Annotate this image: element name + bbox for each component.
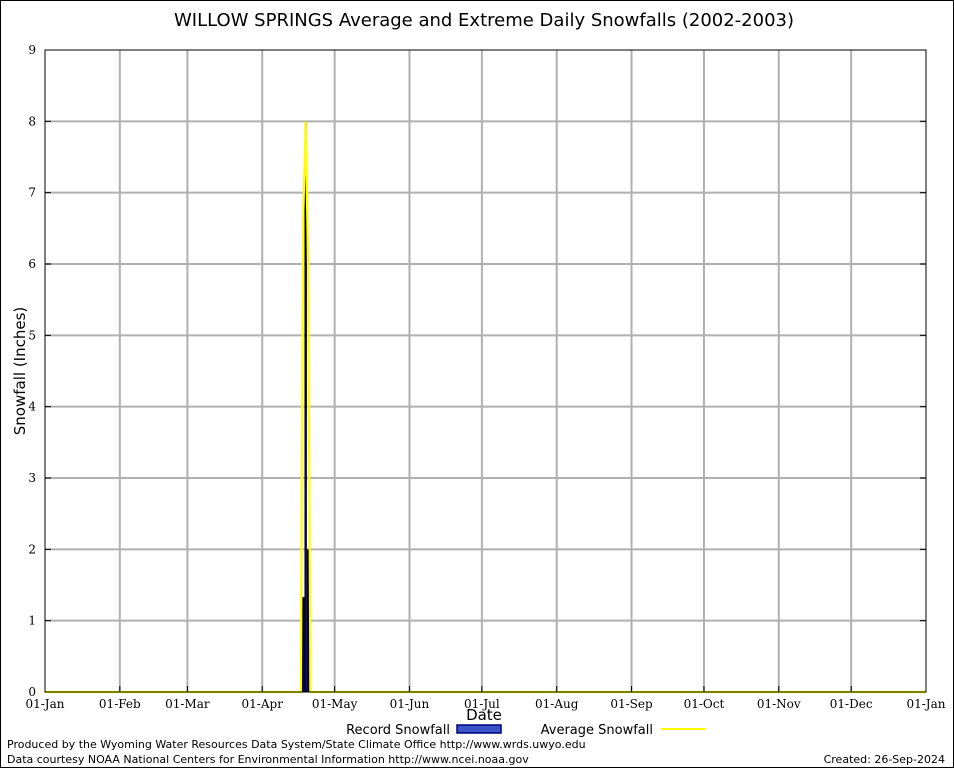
- y-tick-label: 7: [28, 186, 36, 200]
- record-snowfall-bar-fill: [305, 406, 307, 692]
- x-tick-label: 01-Jul: [464, 697, 500, 711]
- y-tick-label: 8: [28, 114, 36, 128]
- x-tick-label: 01-Sep: [610, 697, 653, 711]
- y-tick-label: 1: [28, 614, 36, 628]
- y-tick-label: 6: [28, 257, 36, 271]
- chart-title: WILLOW SPRINGS Average and Extreme Daily…: [174, 10, 794, 31]
- x-tick-label: 01-Jan: [25, 697, 64, 711]
- footer-produced-by: Produced by the Wyoming Water Resources …: [7, 738, 586, 751]
- y-tick-label: 3: [28, 471, 36, 485]
- x-axis-label: Date: [466, 706, 502, 724]
- footer-created: Created: 26-Sep-2024: [824, 753, 945, 766]
- x-tick-label: 01-Oct: [684, 697, 725, 711]
- y-tick-label: 9: [28, 43, 36, 57]
- x-tick-label: 01-Nov: [757, 697, 801, 711]
- record-snowfall-bar-fill: [302, 644, 304, 692]
- y-tick-label: 5: [28, 328, 36, 342]
- legend-record-swatch: [456, 724, 502, 734]
- record-snowfall-bar-fill: [307, 620, 309, 692]
- legend-record-label: Record Snowfall: [346, 723, 450, 738]
- x-tick-label: 01-Dec: [830, 697, 873, 711]
- plot-border: [44, 49, 927, 693]
- x-tick-label: 01-Jan: [906, 697, 945, 711]
- x-tick-label: 01-Mar: [165, 697, 210, 711]
- legend: Record Snowfall Average Snowfall: [346, 723, 706, 738]
- y-tick-label: 0: [28, 685, 36, 699]
- x-tick-label: 01-Feb: [99, 697, 141, 711]
- grid-lines: [45, 50, 926, 692]
- legend-average-label: Average Snowfall: [541, 723, 653, 738]
- x-tick-label: 01-Aug: [535, 697, 579, 711]
- footer-data-courtesy: Data courtesy NOAA National Centers for …: [7, 753, 529, 766]
- record-snowfall-bar: [306, 549, 310, 692]
- y-axis-label: Snowfall (Inches): [11, 307, 29, 435]
- x-tick-label: 01-Apr: [242, 697, 284, 711]
- x-tick-label: 01-Jun: [390, 697, 430, 711]
- y-tick-label: 4: [28, 400, 36, 414]
- x-axis-ticks: 01-Jan 01-Feb 01-Mar 01-Apr 01-May 01-Jun 01-J…: [25, 686, 946, 711]
- x-tick-label: 01-May: [312, 697, 358, 711]
- record-bars: [302, 121, 310, 693]
- y-tick-label: 2: [28, 542, 36, 556]
- y-axis-ticks: 0 1 2 3 4 5 6 7 8 9: [28, 43, 926, 699]
